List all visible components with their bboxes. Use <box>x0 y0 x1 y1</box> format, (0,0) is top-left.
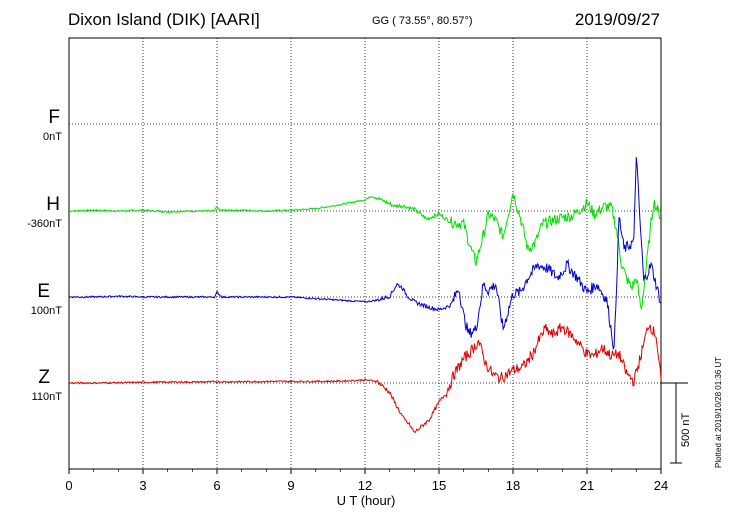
plotted-timestamp: Plotted at 2019/10/28 01:36 UT <box>714 356 723 468</box>
x-tick-15: 15 <box>431 478 447 493</box>
channel-e-name: E <box>37 281 50 302</box>
channel-h-name: H <box>46 194 60 215</box>
x-tick-21: 21 <box>579 478 595 493</box>
x-tick-9: 9 <box>287 478 295 493</box>
series-line-z <box>68 323 662 434</box>
x-tick-6: 6 <box>213 478 221 493</box>
channel-f-name: F <box>48 107 60 128</box>
channel-e-baseline: 100nT <box>30 305 62 317</box>
x-axis-label: U T (hour) <box>336 493 396 508</box>
chart-title: Dixon Island (DIK) [AARI] <box>68 10 260 29</box>
date-label: 2019/09/27 <box>574 10 660 29</box>
x-tick-0: 0 <box>65 478 73 493</box>
series-line-h <box>68 191 662 311</box>
channel-z-baseline: 110nT <box>31 391 62 403</box>
x-tick-3: 3 <box>139 478 147 493</box>
channel-h-baseline: -360nT <box>27 218 62 230</box>
series-line-e <box>68 157 662 350</box>
coordinates-label: GG ( 73.55°, 80.57°) <box>372 15 473 27</box>
scale-bar-label: 500 nT <box>680 412 692 447</box>
x-tick-12: 12 <box>357 478 373 493</box>
channel-f-baseline: 0nT <box>43 131 62 143</box>
x-tick-24: 24 <box>653 478 669 493</box>
x-tick-18: 18 <box>505 478 521 493</box>
channel-z-name: Z <box>38 367 50 388</box>
